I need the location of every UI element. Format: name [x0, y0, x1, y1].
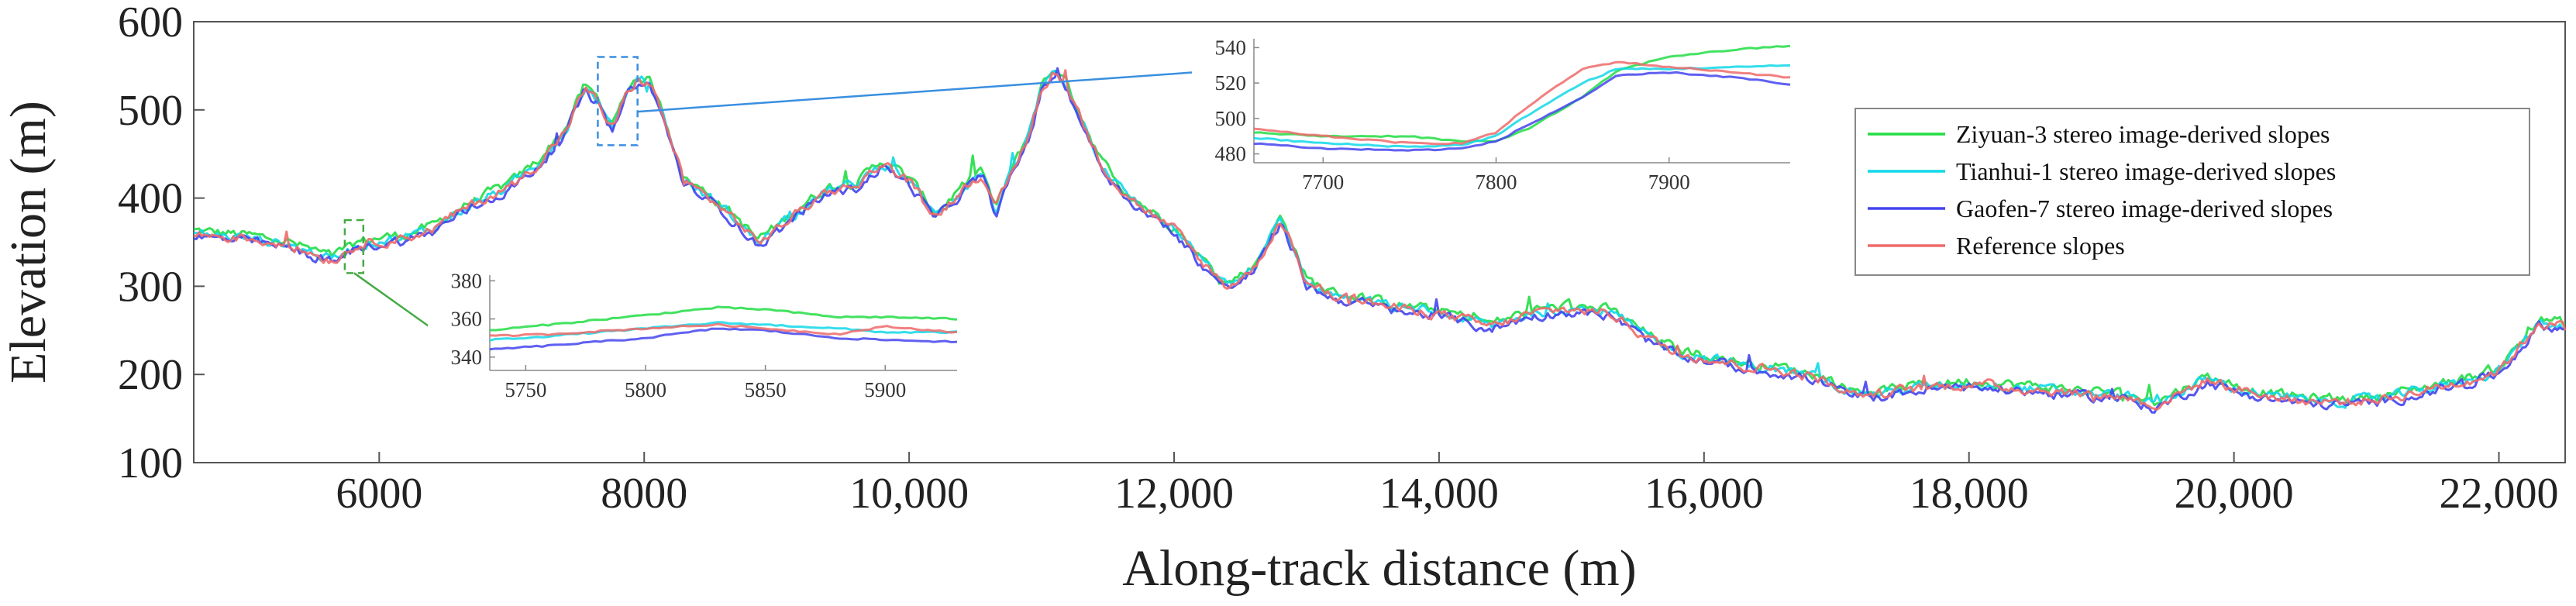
- inset-series-line-2: [1253, 71, 1791, 152]
- legend-entry-label: Ziyuan-3 stereo image-derived slopes: [1956, 120, 2330, 148]
- inset-x-tick-label: 5750: [505, 378, 546, 401]
- legend-entry-label: Tianhui-1 stereo image-derived slopes: [1956, 157, 2336, 185]
- x-tick-label: 16,000: [1644, 470, 1764, 518]
- x-tick-label: 8000: [601, 470, 687, 518]
- inset-x-tick-label: 7700: [1302, 170, 1344, 194]
- inset-x-tick-label: 7900: [1648, 170, 1690, 194]
- zoom-source-box: [343, 219, 365, 274]
- legend-entry-label: Gaofen-7 stereo image-derived slopes: [1956, 195, 2333, 222]
- inset-series-line-3: [489, 322, 958, 338]
- inset-x-tick-label: 5850: [745, 378, 787, 401]
- y-tick-label: 100: [118, 439, 183, 487]
- x-axis-title: Along-track distance (m): [1122, 540, 1636, 597]
- x-tick-label: 10,000: [849, 470, 969, 518]
- inset-y-tick-label: 360: [451, 308, 483, 331]
- series-line-1: [193, 70, 2566, 409]
- y-tick-label: 200: [118, 351, 183, 399]
- inset-series-line-2: [489, 327, 958, 351]
- inset-layer: 480 500 520 540 7700 7800 7900 340 360 380 5750 580…: [343, 29, 1799, 406]
- series-line-3: [193, 69, 2567, 411]
- inset-y-tick-label: 540: [1215, 36, 1247, 59]
- x-tick-label: 18,000: [1910, 470, 2029, 518]
- x-tick-label: 14,000: [1379, 470, 1499, 518]
- inset-0: 480 500 520 540 7700 7800 7900: [597, 29, 1799, 198]
- legend-entry-label: Reference slopes: [1956, 232, 2125, 260]
- inset-1: 340 360 380 5750 5800 5850 5900: [343, 219, 966, 406]
- y-tick-label: 500: [118, 87, 183, 135]
- x-tick-label: 6000: [336, 470, 422, 518]
- inset-x-tick-label: 7800: [1476, 170, 1517, 194]
- inset-y-tick-label: 340: [451, 346, 483, 369]
- y-axis-title: Elevation (m): [0, 101, 57, 384]
- zoom-connector: [637, 68, 1231, 113]
- inset-series-line-0: [1253, 44, 1791, 143]
- inset-series-line-3: [1253, 60, 1791, 146]
- inset-x-tick-label: 5900: [864, 378, 906, 401]
- y-tick-label: 400: [118, 175, 183, 223]
- x-tick-label: 20,000: [2175, 470, 2294, 518]
- inset-y-tick-label: 500: [1215, 107, 1247, 130]
- zoom-source-box: [597, 56, 639, 146]
- inset-y-tick-label: 520: [1215, 71, 1247, 95]
- inset-series-line-0: [490, 305, 958, 332]
- inset-series-line-1: [1253, 64, 1791, 148]
- plot-frame: [193, 21, 2566, 463]
- x-tick-label: 22,000: [2440, 470, 2559, 518]
- inset-y-tick-label: 380: [451, 269, 483, 292]
- inset-y-tick-label: 480: [1215, 143, 1247, 166]
- legend-box: [1855, 108, 2530, 276]
- inset-x-tick-label: 5800: [625, 378, 666, 401]
- inset-background: [1192, 29, 1799, 198]
- legend: Ziyuan-3 stereo image-derived slopes Tian…: [1855, 108, 2530, 276]
- y-tick-label: 300: [118, 263, 183, 311]
- main-plot: 100 200 300 400 500 600 6000 8000 10,000 12,000 14…: [118, 0, 2567, 518]
- x-tick-label: 12,000: [1114, 470, 1234, 518]
- y-tick-label: 600: [118, 0, 183, 46]
